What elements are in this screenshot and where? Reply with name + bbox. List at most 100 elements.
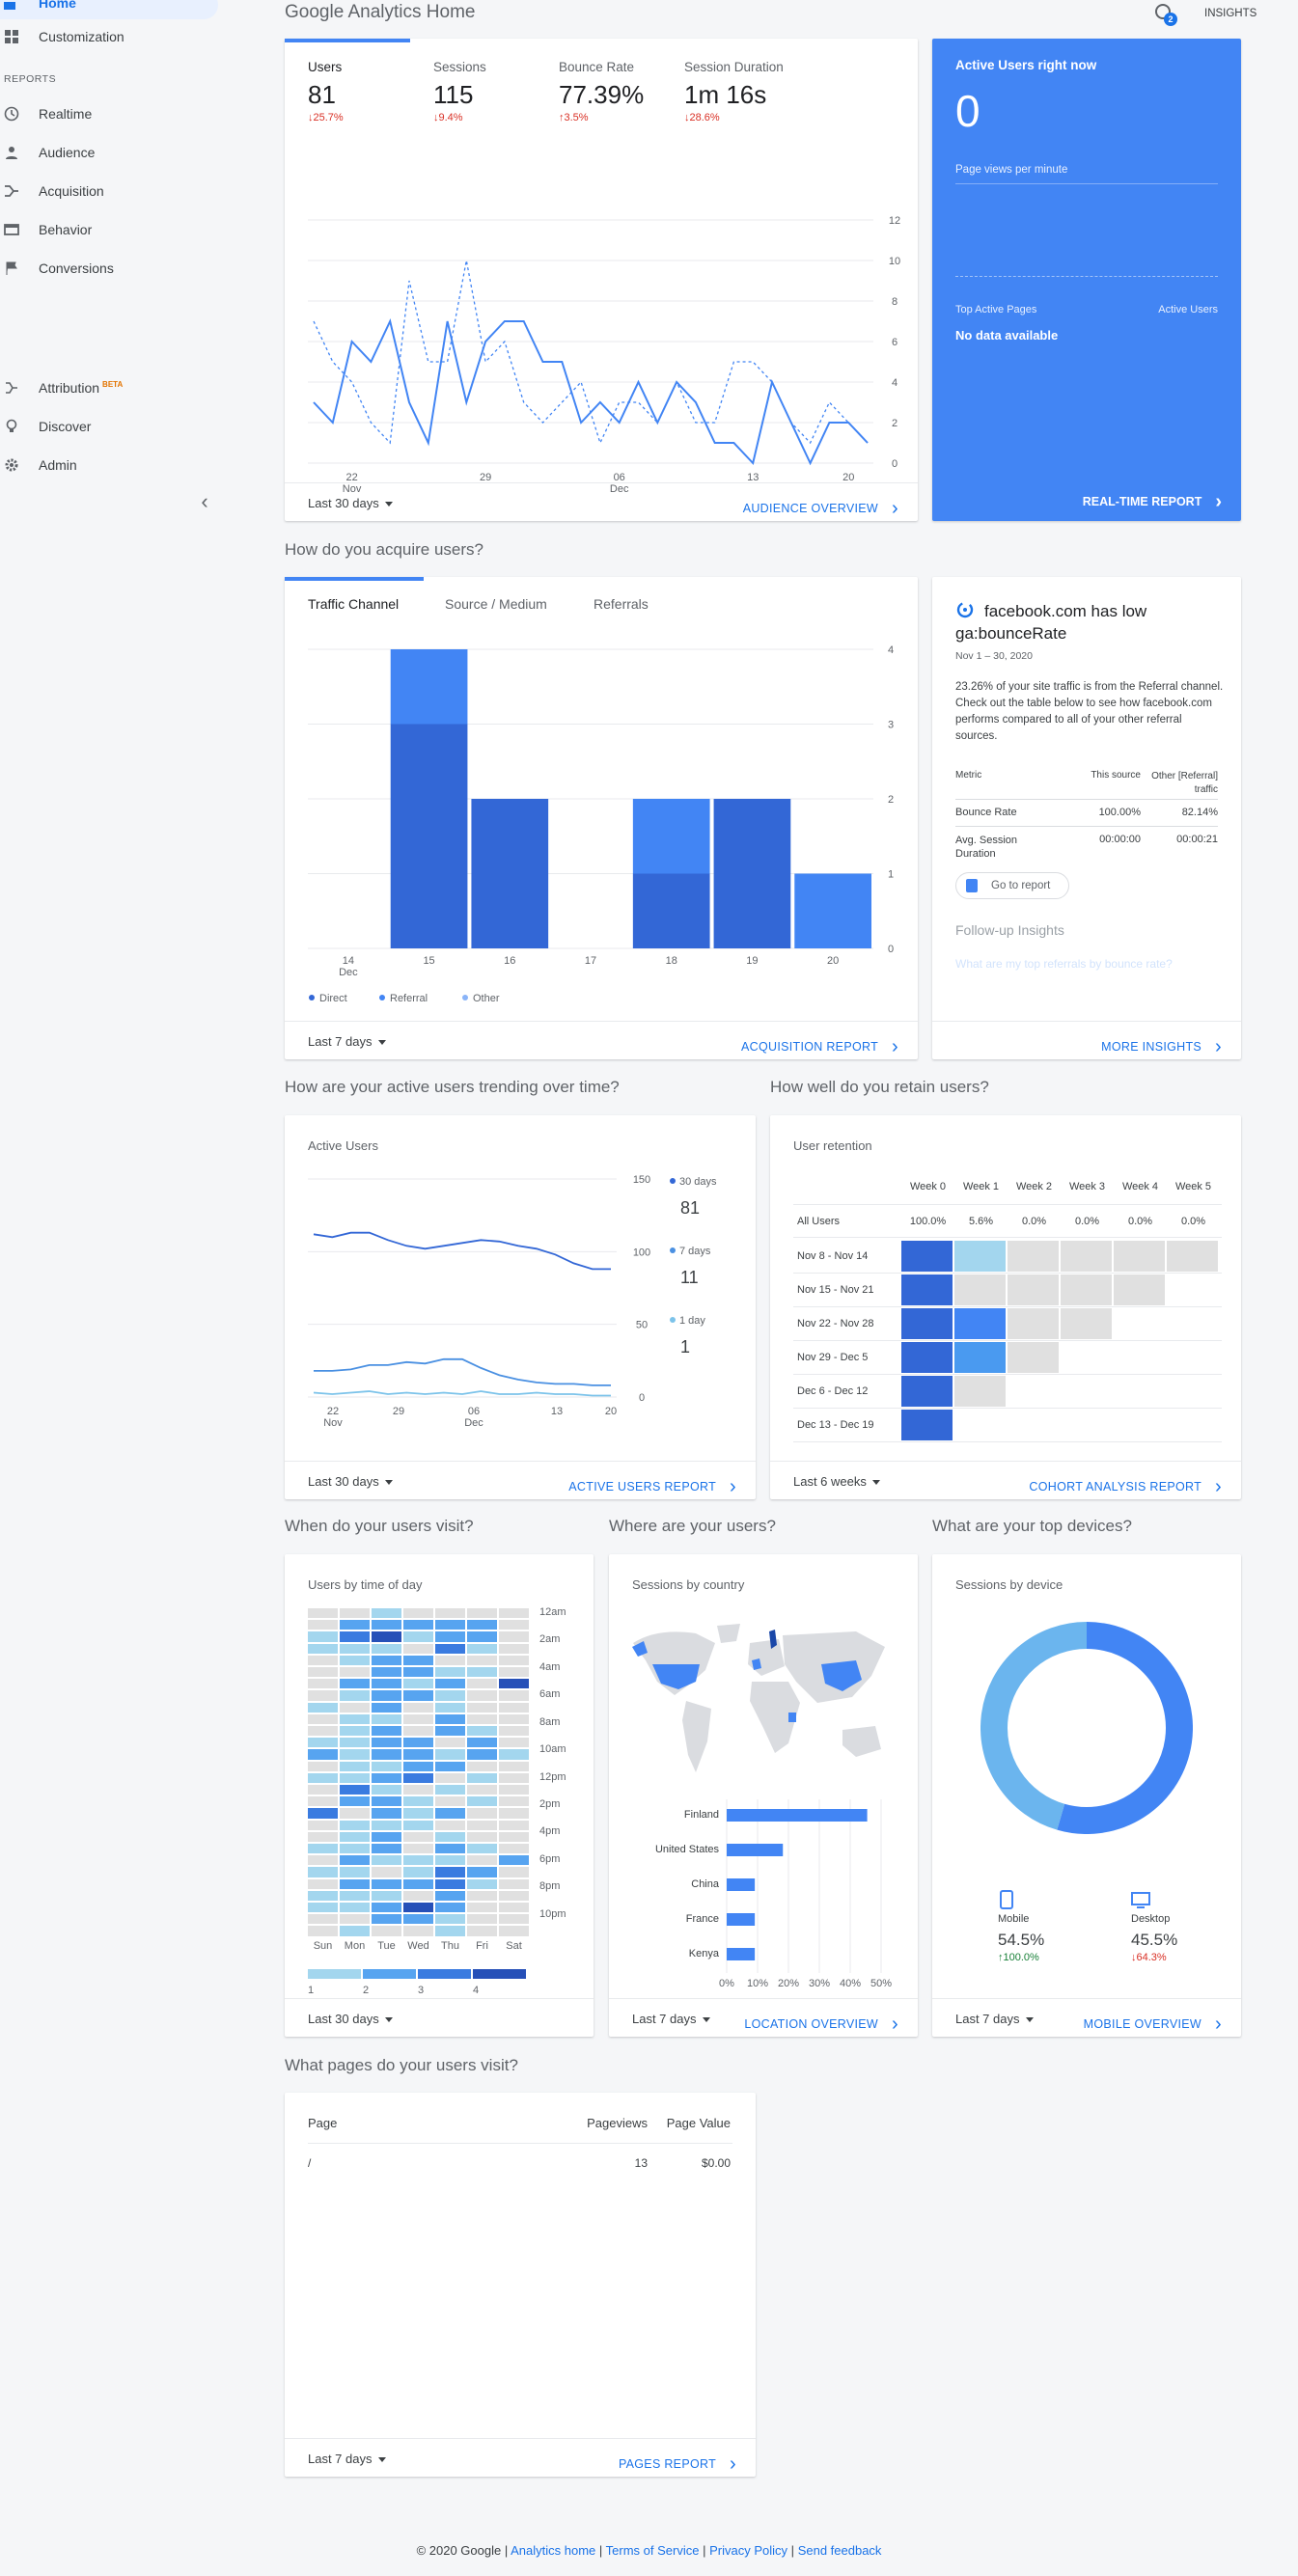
sidebar-item-customization[interactable]: Customization	[0, 25, 222, 52]
location-overview-link[interactable]: LOCATION OVERVIEW	[744, 2012, 898, 2034]
sidebar-item-label: Customization	[39, 29, 124, 44]
heatmap-cell	[308, 1785, 338, 1795]
x-tick-label: 16	[504, 955, 515, 967]
retention-cell	[1167, 1241, 1218, 1272]
customization-icon	[5, 30, 18, 43]
heatmap-cell	[372, 1914, 401, 1925]
heatmap-cell	[403, 1926, 433, 1936]
date-range-dropdown[interactable]: Last 7 days	[632, 2012, 710, 2026]
tab-referrals[interactable]: Referrals	[594, 596, 649, 612]
metric-session-duration[interactable]: Session Duration 1m 16s ↓28.6%	[684, 60, 784, 123]
date-range-dropdown[interactable]: Last 7 days	[308, 2452, 386, 2466]
followup-question-link[interactable]: What are my top referrals by bounce rate…	[955, 957, 1173, 971]
date-range-dropdown[interactable]: Last 6 weeks	[793, 1474, 880, 1489]
heatmap-cell	[403, 1820, 433, 1830]
more-insights-link[interactable]: MORE INSIGHTS	[1101, 1034, 1222, 1056]
metric-users[interactable]: Users 81 ↓25.7%	[308, 60, 344, 123]
divider	[793, 1374, 1222, 1375]
date-range-dropdown[interactable]: Last 30 days	[308, 1474, 393, 1489]
metric-value: 81	[308, 80, 336, 109]
tab-source-medium[interactable]: Source / Medium	[445, 596, 547, 612]
legend-value: 1	[680, 1337, 690, 1357]
heatmap-cell	[435, 1914, 465, 1925]
divider	[793, 1408, 1222, 1409]
sidebar-item-discover[interactable]: Discover	[0, 413, 222, 440]
cohort-analysis-report-link[interactable]: COHORT ANALYSIS REPORT	[1029, 1474, 1222, 1496]
mobile-overview-link[interactable]: MOBILE OVERVIEW	[1084, 2012, 1222, 2034]
legend-label: Direct	[319, 993, 347, 1004]
analytics-home-link[interactable]: Analytics home	[511, 2543, 596, 2558]
retention-section-title: How well do you retain users?	[770, 1078, 989, 1096]
acquisition-report-link[interactable]: ACQUISITION REPORT	[741, 1034, 898, 1056]
date-range-dropdown[interactable]: Last 7 days	[308, 1034, 386, 1049]
legend-label: 1 day	[679, 1315, 705, 1327]
sidebar-item-home[interactable]: Home	[0, 0, 218, 19]
divider	[793, 1237, 1222, 1238]
active-users-report-link[interactable]: ACTIVE USERS REPORT	[568, 1474, 736, 1496]
flag-icon	[6, 261, 17, 275]
x-tick-label: 06 Dec	[610, 472, 629, 495]
chevron-right-icon: ›	[1215, 491, 1222, 512]
date-range-dropdown[interactable]: Last 30 days	[308, 2012, 393, 2026]
realtime-report-link[interactable]: REAL-TIME REPORT ›	[1083, 489, 1222, 512]
heatmap-cell	[403, 1620, 433, 1631]
sidebar-item-admin[interactable]: Admin	[0, 452, 222, 479]
heatmap-cell	[467, 1867, 497, 1877]
x-tick-label: 40%	[840, 1978, 861, 1989]
heatmap-cell	[435, 1738, 465, 1748]
heatmap-cell	[340, 1667, 370, 1678]
privacy-link[interactable]: Privacy Policy	[709, 2543, 788, 2558]
heatmap-cell	[308, 1831, 338, 1842]
cohort-label: Nov 22 - Nov 28	[797, 1318, 874, 1329]
active-users-label: Active Users	[1158, 304, 1218, 315]
heatmap-cell	[403, 1890, 433, 1901]
sidebar-item-acquisition[interactable]: Acquisition	[0, 178, 222, 205]
go-to-report-button[interactable]: Go to report	[955, 872, 1069, 899]
terms-link[interactable]: Terms of Service	[605, 2543, 700, 2558]
card-title: Sessions by country	[632, 1577, 745, 1592]
feedback-link[interactable]: Send feedback	[797, 2543, 882, 2558]
sidebar-item-attribution[interactable]: Attribution BETA	[0, 374, 222, 401]
heatmap-cell	[499, 1749, 529, 1760]
insight-row-source: 00:00:00	[1099, 834, 1141, 845]
trend-section-title: How are your active users trending over …	[285, 1078, 620, 1096]
insights-button[interactable]: 2 INSIGHTS	[1154, 3, 1257, 26]
tab-traffic-channel[interactable]: Traffic Channel	[308, 596, 400, 612]
all-users-value: 0.0%	[1180, 1216, 1206, 1227]
heatmap-cell	[403, 1738, 433, 1748]
heatmap-cell	[435, 1844, 465, 1854]
sidebar-item-behavior[interactable]: Behavior	[0, 216, 222, 243]
page-path-link[interactable]: /	[308, 2156, 312, 2170]
audience-overview-link[interactable]: AUDIENCE OVERVIEW	[743, 496, 898, 518]
heatmap-cell	[499, 1808, 529, 1819]
heatmap-cell	[340, 1820, 370, 1830]
sidebar-item-realtime[interactable]: Realtime	[0, 100, 222, 127]
retention-cell	[1061, 1274, 1112, 1305]
hour-label: 10pm	[539, 1907, 566, 1920]
metric-bounce-rate[interactable]: Bounce Rate 77.39% ↑3.5%	[559, 60, 644, 123]
x-tick-label: 17	[585, 955, 596, 967]
pages-report-link[interactable]: PAGES REPORT	[619, 2452, 736, 2474]
heatmap-cell	[372, 1878, 401, 1889]
heatmap-cell	[435, 1620, 465, 1631]
beta-badge: BETA	[102, 380, 124, 390]
heatmap-cell	[403, 1785, 433, 1795]
go-to-report-label: Go to report	[991, 880, 1051, 891]
heatmap-cell	[340, 1855, 370, 1866]
collapse-sidebar-button[interactable]: ‹	[201, 489, 208, 513]
sidebar-item-audience[interactable]: Audience	[0, 139, 222, 166]
insights-label: INSIGHTS	[1204, 8, 1257, 19]
y-tick-label: 0	[888, 944, 894, 955]
insight-date: Nov 1 – 30, 2020	[955, 650, 1033, 662]
legend-scale-label: 4	[473, 1984, 480, 1996]
metric-sessions[interactable]: Sessions 115 ↓9.4%	[433, 60, 486, 123]
date-range-dropdown[interactable]: Last 7 days	[955, 2012, 1034, 2026]
sidebar-item-conversions[interactable]: Conversions	[0, 255, 222, 282]
date-range-dropdown[interactable]: Last 30 days	[308, 496, 393, 510]
heatmap-cell	[372, 1831, 401, 1842]
heatmap-cell	[403, 1631, 433, 1642]
heatmap-cell	[372, 1855, 401, 1866]
sessions-by-country-bar-chart: 0% 10% 20% 30% 40% 50% Finland United States Chi…	[655, 1799, 892, 1989]
heatmap-cell	[499, 1867, 529, 1877]
insight-row-source: 100.00%	[1098, 807, 1141, 818]
